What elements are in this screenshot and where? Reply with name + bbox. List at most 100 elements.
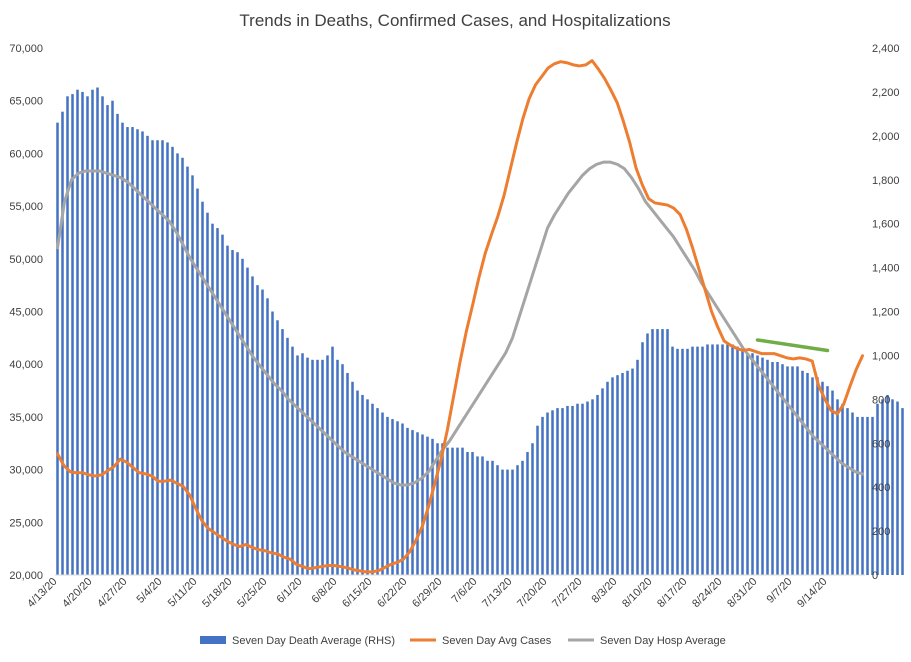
death-bar	[266, 298, 269, 575]
death-bar	[796, 366, 799, 575]
y-left-tick-label: 35,000	[9, 412, 43, 424]
death-bar	[171, 146, 174, 575]
death-bar	[816, 377, 819, 576]
death-bar	[781, 364, 784, 575]
death-bar	[646, 333, 649, 575]
death-bar	[236, 252, 239, 575]
death-bar	[866, 416, 869, 575]
y-right-tick-label: 2,200	[872, 87, 900, 99]
death-bar	[516, 465, 519, 575]
death-bar	[851, 412, 854, 575]
death-bar	[181, 157, 184, 576]
death-bar	[526, 452, 529, 575]
y-right-tick-label: 800	[872, 394, 890, 406]
death-bar	[466, 452, 469, 575]
y-axis-right: 0 200 400 600 800 1,000 1,200 1,400 1,600 1,800 2,…	[872, 43, 900, 582]
y-left-tick-label: 50,000	[9, 254, 43, 266]
death-bar	[86, 96, 89, 575]
death-bar	[561, 408, 564, 575]
death-bar	[371, 403, 374, 575]
death-bar	[621, 372, 624, 575]
death-bar	[81, 91, 84, 576]
death-bar	[441, 443, 444, 575]
death-bar	[281, 329, 284, 575]
death-bar	[576, 403, 579, 575]
death-bar	[696, 346, 699, 575]
death-bar	[881, 399, 884, 575]
death-bar	[771, 362, 774, 575]
death-bar	[276, 320, 279, 575]
death-bar	[106, 105, 109, 575]
death-bar	[361, 394, 364, 575]
legend-label: Seven Day Death Average (RHS)	[232, 635, 395, 647]
y-left-tick-label: 45,000	[9, 307, 43, 319]
death-bar	[821, 381, 824, 575]
y-left-tick-label: 60,000	[9, 148, 43, 160]
death-bar	[391, 419, 394, 575]
death-bar	[666, 329, 669, 575]
death-bar	[471, 452, 474, 575]
death-bar	[176, 153, 179, 575]
death-bar	[756, 355, 759, 575]
death-bar	[541, 416, 544, 575]
death-bar	[761, 357, 764, 575]
death-bar	[366, 399, 369, 575]
death-bar	[636, 359, 639, 575]
death-bar	[451, 447, 454, 575]
death-bar	[476, 456, 479, 575]
death-bar	[411, 430, 414, 575]
death-bar	[861, 416, 864, 575]
hosp-average-line	[56, 160, 864, 487]
y-right-tick-label: 1,000	[872, 350, 900, 362]
legend-item: Seven Day Avg Cases	[410, 635, 552, 647]
y-left-tick-label: 40,000	[9, 359, 43, 371]
death-bar	[751, 353, 754, 575]
death-bar	[216, 228, 219, 575]
y-right-tick-label: 1,200	[872, 307, 900, 319]
legend-label: Seven Day Avg Cases	[442, 635, 552, 647]
death-bar	[396, 421, 399, 575]
death-bar	[146, 135, 149, 575]
death-bar	[706, 344, 709, 575]
death-bar	[606, 381, 609, 575]
death-bar	[351, 381, 354, 575]
death-bar	[326, 355, 329, 575]
death-bar	[711, 344, 714, 575]
death-bar	[791, 366, 794, 575]
death-bar	[586, 401, 589, 575]
death-bar	[111, 100, 114, 575]
death-bar	[256, 285, 259, 575]
death-bar	[76, 89, 79, 575]
death-bar	[641, 342, 644, 575]
death-bar	[156, 140, 159, 576]
death-bar	[481, 456, 484, 575]
line-series-group	[56, 59, 864, 574]
death-bar	[656, 329, 659, 575]
death-bar	[121, 122, 124, 575]
y-left-tick-label: 55,000	[9, 201, 43, 213]
death-bar	[71, 94, 74, 576]
death-bar	[336, 359, 339, 575]
death-bar	[731, 344, 734, 575]
death-bar	[431, 438, 434, 575]
death-bar	[556, 408, 559, 575]
death-bar	[166, 142, 169, 576]
death-bar	[116, 113, 119, 576]
death-bar	[581, 403, 584, 575]
chart-title: Trends in Deaths, Confirmed Cases, and H…	[239, 11, 670, 30]
death-bar	[716, 344, 719, 575]
death-bar	[811, 377, 814, 576]
death-bar	[196, 188, 199, 575]
death-bar	[461, 447, 464, 575]
death-bar	[496, 465, 499, 575]
bar-series-group	[56, 87, 904, 576]
death-bar	[871, 416, 874, 575]
y-right-tick-label: 600	[872, 438, 890, 450]
death-bar	[486, 460, 489, 575]
death-bar	[631, 368, 634, 575]
death-bar	[101, 96, 104, 575]
death-bar	[786, 366, 789, 575]
death-bar	[741, 351, 744, 575]
death-bar	[356, 390, 359, 575]
